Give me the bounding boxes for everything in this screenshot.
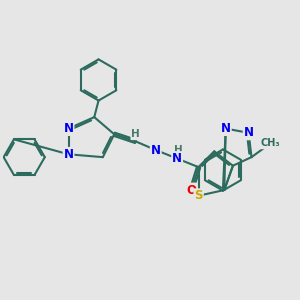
Text: N: N [172, 152, 182, 165]
Text: S: S [194, 189, 203, 202]
Text: N: N [151, 143, 161, 157]
Text: H: H [174, 145, 183, 155]
Text: O: O [187, 184, 196, 196]
Text: N: N [64, 122, 74, 135]
Text: N: N [221, 122, 231, 135]
Text: N: N [244, 126, 254, 139]
Text: CH₃: CH₃ [260, 138, 280, 148]
Text: H: H [131, 129, 140, 139]
Text: N: N [64, 148, 74, 161]
